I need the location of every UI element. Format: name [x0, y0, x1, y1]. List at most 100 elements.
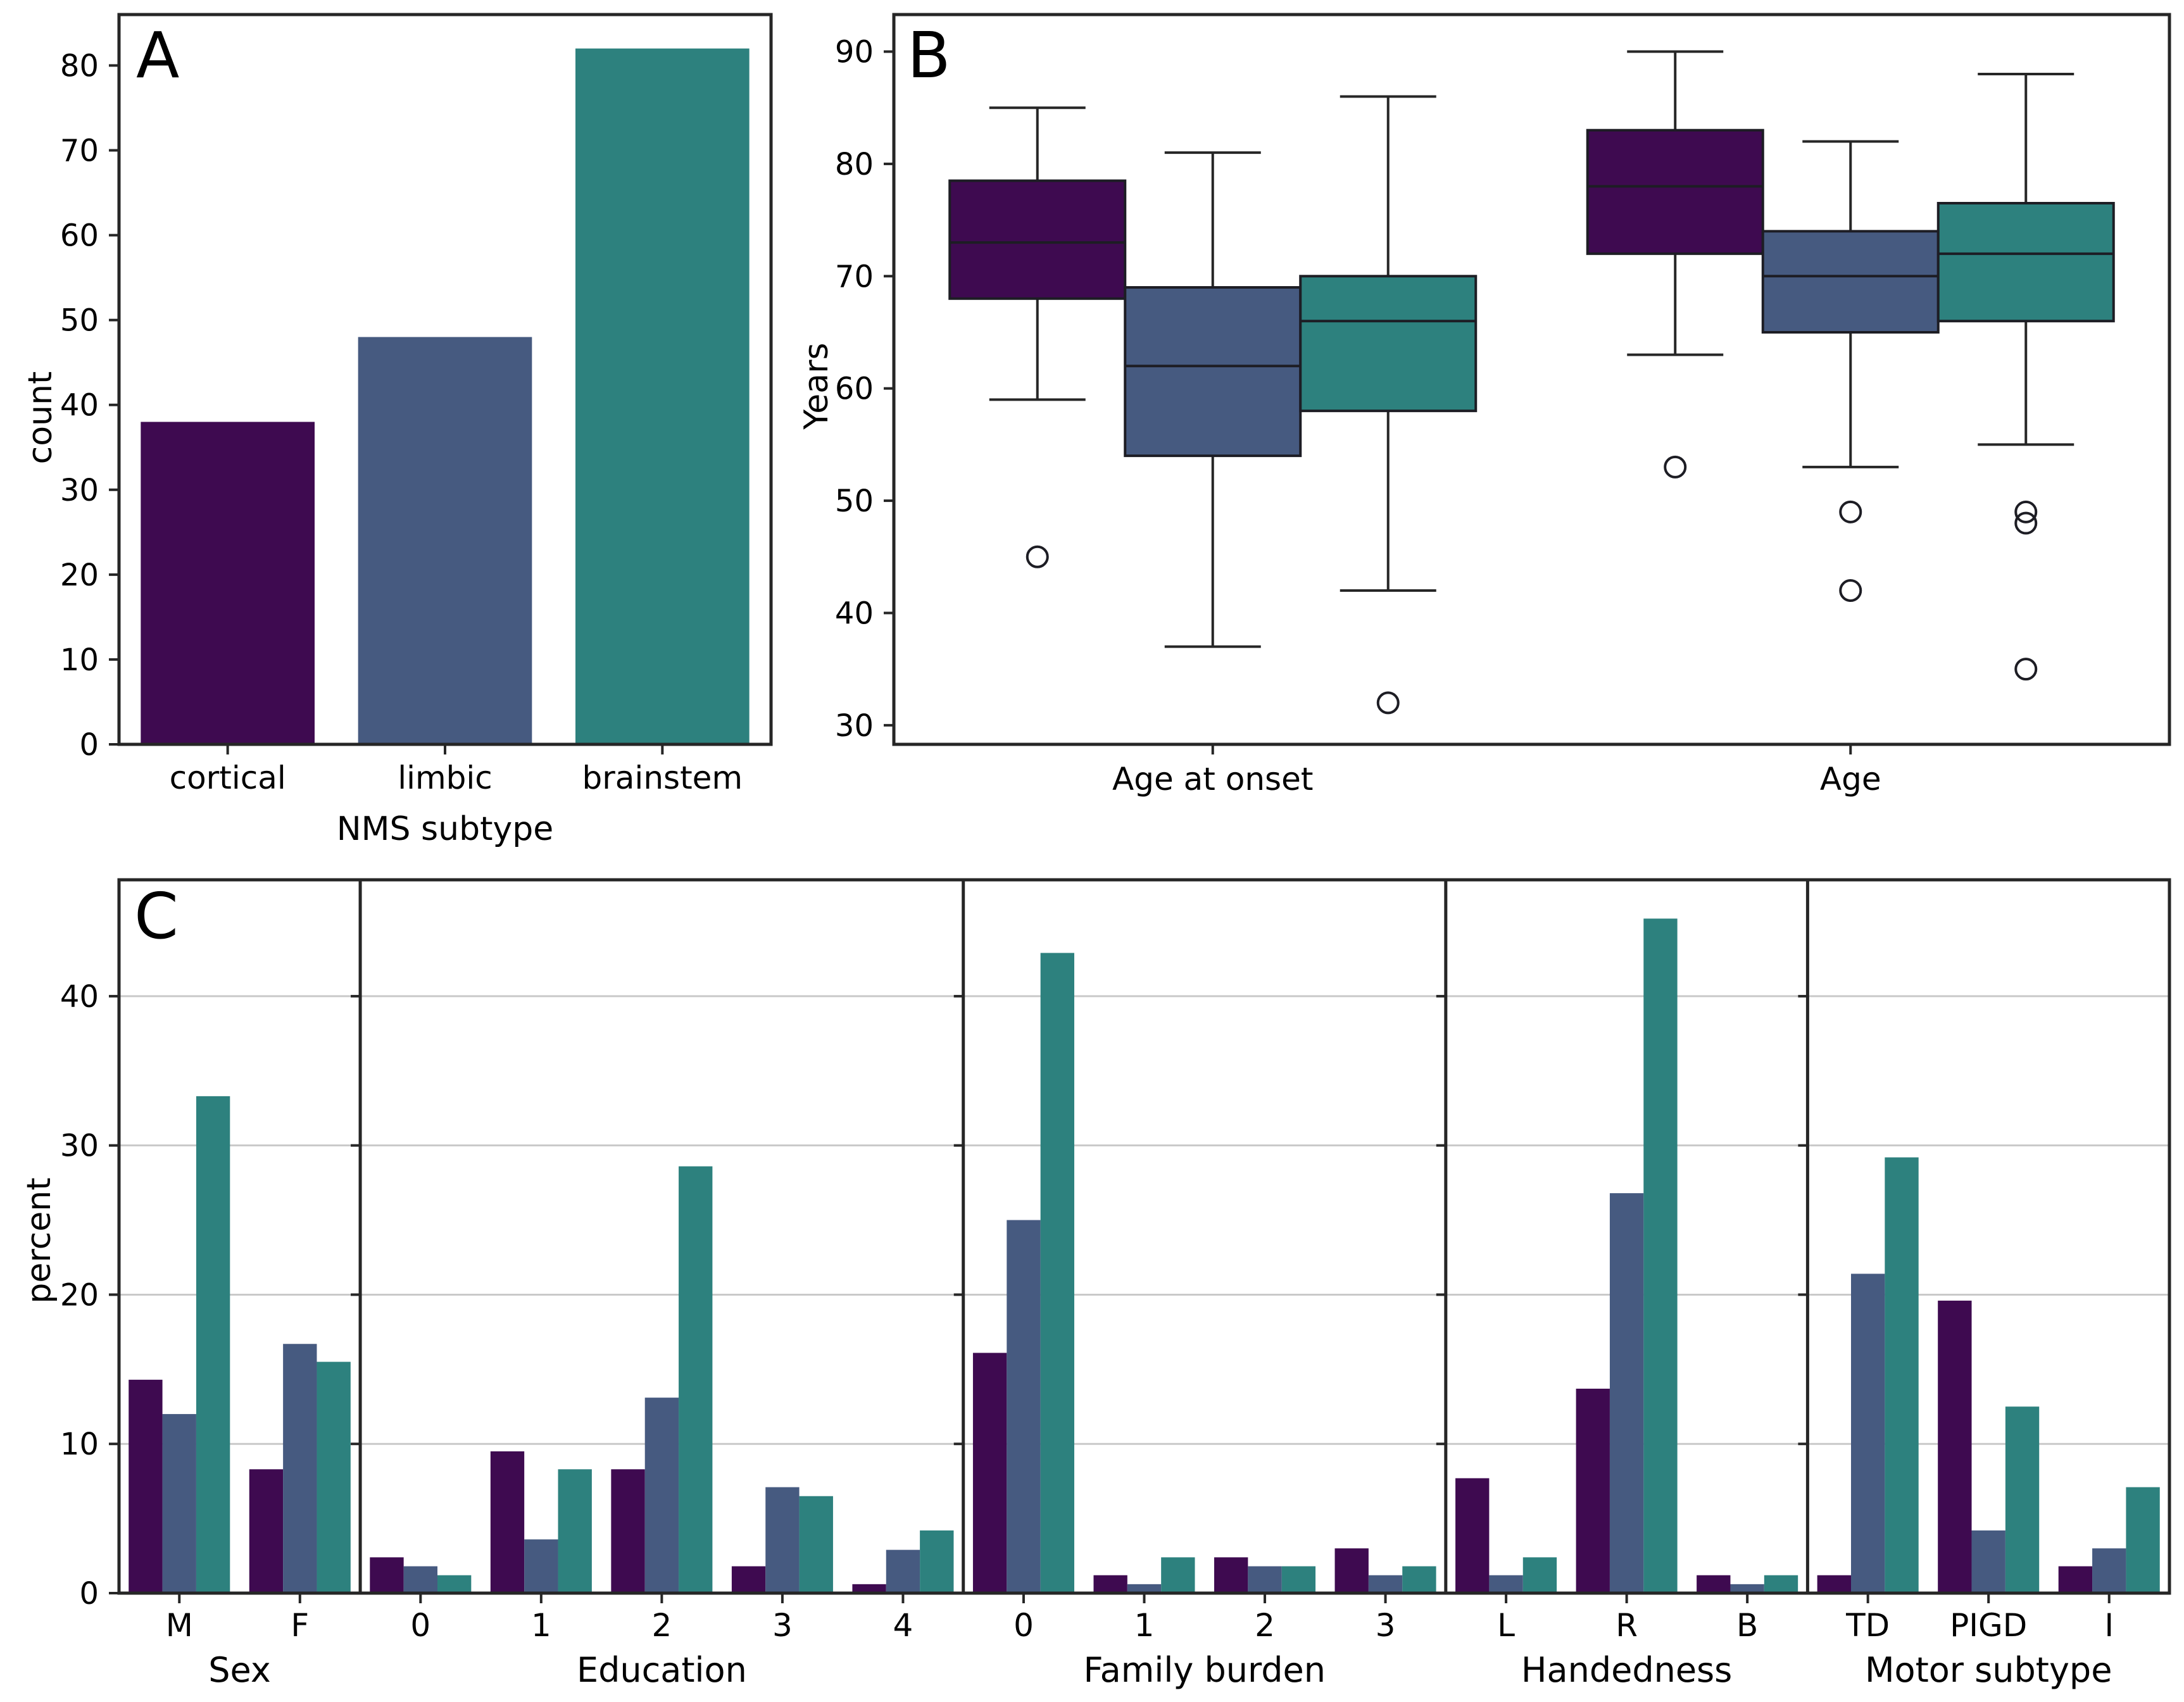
- box-limbic-age: [1761, 230, 1940, 334]
- facet-label-handedness: Handedness: [1521, 1650, 1732, 1690]
- panel-c-x-tick-label: 0: [1014, 1607, 1034, 1644]
- facet-label-family-burden: Family burden: [1084, 1650, 1326, 1690]
- bar-handedness-b-brainstem: [1764, 1575, 1798, 1593]
- facet-label-motor-subtype: Motor subtype: [1865, 1650, 2112, 1690]
- bar-education-3-limbic: [765, 1487, 800, 1593]
- bar-education-3-brainstem: [799, 1496, 833, 1593]
- panel-b-frame: [892, 13, 2171, 746]
- bar-motor-subtype-pigd-limbic: [1971, 1530, 2005, 1593]
- bar-family-burden-0-cortical: [972, 1353, 1007, 1593]
- panel-c-x-tick-label: M: [166, 1607, 193, 1644]
- bar-education-2-cortical: [611, 1469, 645, 1593]
- panel-c-x-tick-label: B: [1736, 1607, 1758, 1644]
- bar-motor-subtype-td-cortical: [1817, 1575, 1852, 1593]
- panel-b-y-tick-label: 30: [835, 708, 874, 744]
- bar-education-4-limbic: [886, 1549, 920, 1593]
- panel-c-x-tick-label: 3: [772, 1607, 793, 1644]
- panel-b-y-tick-label: 60: [835, 372, 874, 407]
- panel-c-y-tick-label: 20: [60, 1277, 99, 1313]
- bar-education-0-limbic: [403, 1566, 437, 1593]
- panel-a-y-tick-label: 30: [60, 473, 99, 508]
- outlier-brainstem-age: [2014, 511, 2038, 535]
- panel-c-letter: C: [134, 879, 179, 953]
- bar-handedness-r-limbic: [1609, 1193, 1644, 1593]
- panel-a-y-tick-label: 10: [60, 642, 99, 678]
- panel-c-x-tick-label: 2: [1255, 1607, 1275, 1644]
- panel-c-x-tick-label: 2: [651, 1607, 672, 1644]
- bar-cortical: [141, 422, 315, 744]
- panel-c-y-axis-label: percent: [20, 1177, 58, 1304]
- panel-b-y-tick-label: 40: [835, 596, 874, 631]
- panel-c-x-tick-label: I: [2104, 1607, 2114, 1644]
- panel-c-y-tick-label: 40: [60, 979, 99, 1015]
- panel-c-y-tick-label: 30: [60, 1129, 99, 1164]
- panel-a-y-axis-label: count: [22, 371, 60, 465]
- bar-sex-f-brainstem: [317, 1361, 351, 1593]
- bar-education-1-limbic: [524, 1539, 558, 1593]
- panel-b-y-axis-label: Years: [798, 342, 836, 430]
- panel-a-y-tick-label: 70: [60, 134, 99, 169]
- bar-motor-subtype-i-cortical: [2058, 1566, 2093, 1593]
- panel-c-y-tick-label: 10: [60, 1427, 99, 1462]
- panel-c-x-tick-label: 0: [410, 1607, 430, 1644]
- panel-c-x-tick-label: 4: [893, 1607, 913, 1644]
- bar-family-burden-1-limbic: [1127, 1584, 1162, 1593]
- bar-brainstem: [575, 48, 750, 744]
- box-brainstem-age-at-onset: [1299, 275, 1478, 413]
- panel-c-x-tick-label: 3: [1376, 1607, 1396, 1644]
- box-limbic-age-at-onset: [1124, 286, 1302, 458]
- bar-sex-m-brainstem: [196, 1096, 230, 1593]
- bar-handedness-r-brainstem: [1643, 918, 1678, 1593]
- bar-family-burden-2-cortical: [1214, 1557, 1248, 1593]
- bar-limbic: [358, 337, 532, 744]
- bar-handedness-l-cortical: [1455, 1478, 1490, 1593]
- bar-education-2-limbic: [644, 1398, 679, 1593]
- bar-education-3-cortical: [731, 1566, 766, 1593]
- bar-sex-f-limbic: [283, 1344, 317, 1593]
- bar-family-burden-0-brainstem: [1040, 953, 1074, 1593]
- bar-family-burden-2-brainstem: [1281, 1566, 1316, 1593]
- panel-c-x-tick-label: L: [1497, 1607, 1515, 1644]
- bar-motor-subtype-i-brainstem: [2126, 1487, 2160, 1593]
- outlier-brainstem-age: [2014, 500, 2038, 523]
- bar-motor-subtype-pigd-cortical: [1938, 1300, 1972, 1593]
- panel-b-y-tick-label: 80: [835, 147, 874, 182]
- panel-a-y-tick-label: 40: [60, 388, 99, 423]
- outlier-brainstem-age-at-onset: [1376, 691, 1400, 715]
- panel-a-y-tick-label: 80: [60, 48, 99, 84]
- bar-motor-subtype-td-brainstem: [1885, 1157, 1919, 1593]
- outlier-limbic-age: [1839, 579, 1862, 602]
- outlier-cortical-age: [1664, 455, 1687, 479]
- panel-b-letter: B: [907, 18, 951, 92]
- panel-c-x-tick-label: 1: [531, 1607, 551, 1644]
- facet-label-sex: Sex: [208, 1650, 271, 1690]
- bar-family-burden-0-limbic: [1007, 1220, 1041, 1593]
- bar-education-1-cortical: [490, 1451, 525, 1593]
- bar-education-1-brainstem: [558, 1469, 592, 1593]
- bar-education-0-cortical: [370, 1557, 404, 1593]
- panel-c-x-tick-label: 1: [1134, 1607, 1155, 1644]
- bar-education-0-brainstem: [437, 1575, 472, 1593]
- bar-education-4-cortical: [852, 1584, 886, 1593]
- bar-handedness-l-limbic: [1489, 1575, 1523, 1593]
- panel-b-x-tick-label: Age: [1820, 761, 1881, 798]
- bar-motor-subtype-pigd-brainstem: [2005, 1406, 2040, 1593]
- bar-sex-m-limbic: [162, 1414, 196, 1593]
- panel-a-y-tick-label: 60: [60, 218, 99, 254]
- bar-family-burden-3-limbic: [1368, 1575, 1403, 1593]
- panel-b-y-tick-label: 50: [835, 484, 874, 519]
- bar-handedness-r-cortical: [1576, 1388, 1610, 1593]
- panel-a-y-tick-label: 20: [60, 558, 99, 593]
- bar-education-2-brainstem: [679, 1166, 713, 1593]
- facet-label-education: Education: [577, 1650, 747, 1690]
- bar-handedness-b-cortical: [1697, 1575, 1731, 1593]
- panel-a-letter: A: [136, 18, 180, 92]
- outlier-brainstem-age: [2014, 658, 2038, 681]
- panel-c-x-tick-label: TD: [1845, 1607, 1890, 1644]
- bar-family-burden-2-limbic: [1248, 1566, 1282, 1593]
- panel-a-x-tick-label: brainstem: [582, 760, 743, 796]
- panel-a-x-tick-label: cortical: [170, 760, 286, 796]
- panel-a-y-tick-label: 50: [60, 303, 99, 339]
